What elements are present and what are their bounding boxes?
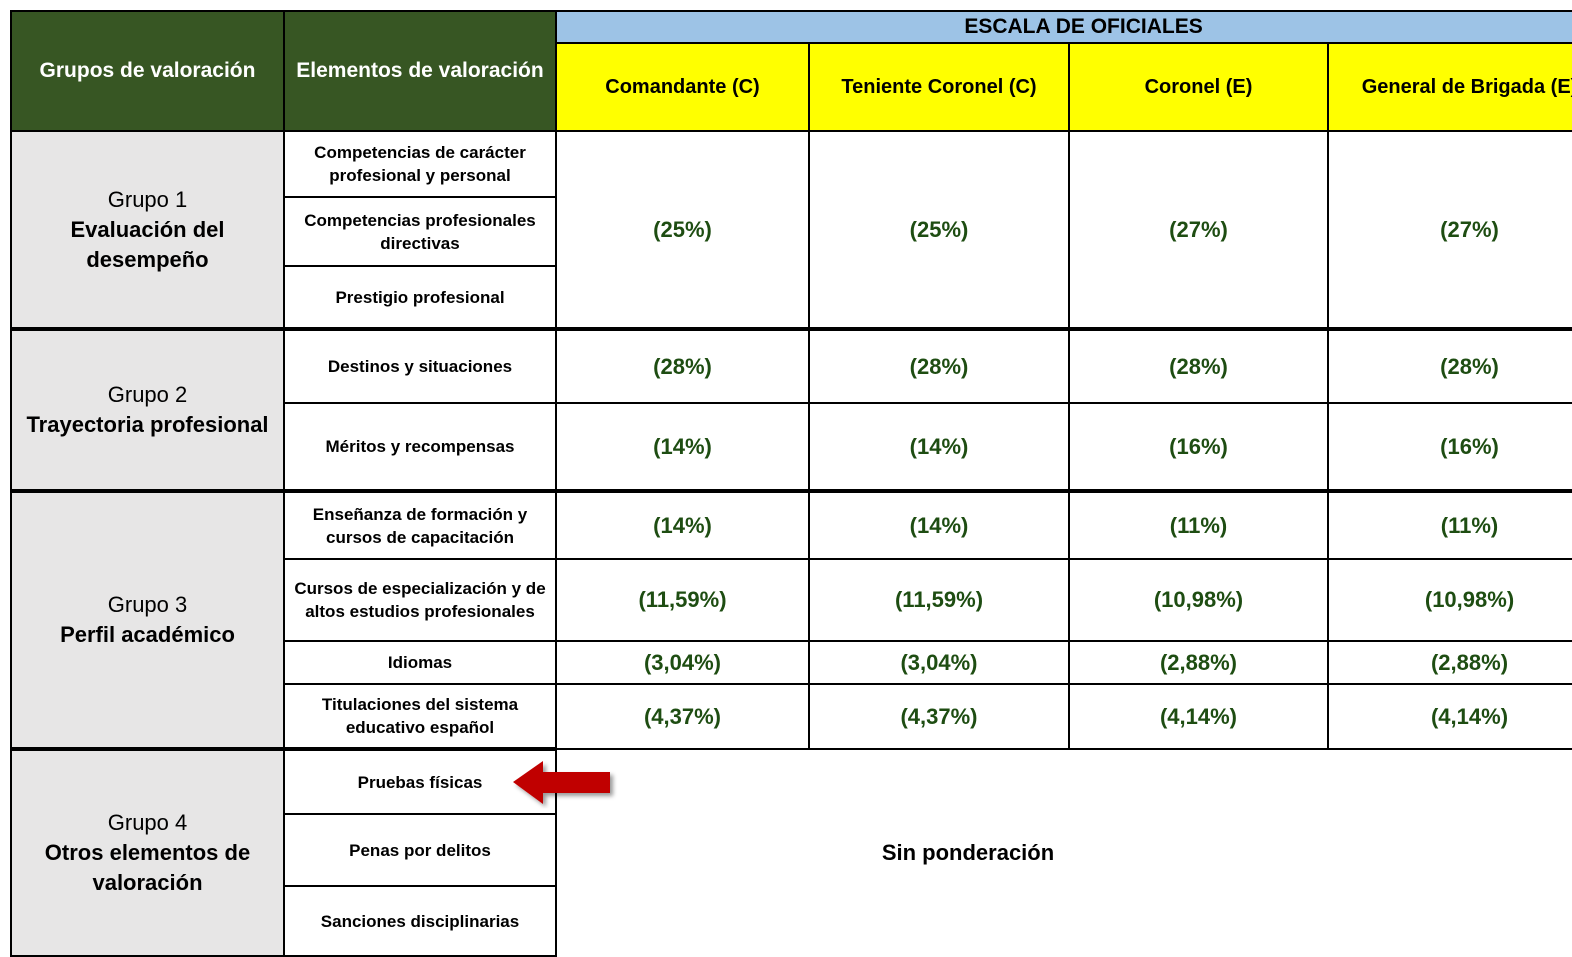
group-name: Trayectoria profesional — [26, 412, 269, 437]
group-name: Evaluación del desempeño — [70, 216, 225, 272]
value-cell: (4,14%) — [1326, 683, 1572, 750]
value-cell: (25%) — [808, 130, 1070, 330]
value-cell: (2,88%) — [1326, 640, 1572, 685]
cell: Prestigio profesional — [283, 265, 557, 330]
group-number: Grupo 3 — [107, 592, 188, 617]
cell: Grupo 2 Trayectoria profesional — [10, 327, 285, 492]
value-cell: (4,37%) — [555, 683, 810, 750]
table-row: Penas por delitos — [11, 813, 1572, 887]
value-cell: (3,04%) — [808, 640, 1070, 685]
group-number: Grupo 4 — [107, 810, 188, 835]
table-row: Grupos de valoración Elementos de valorac… — [10, 10, 1572, 132]
cell: Grupo 4 Otros elementos de valoración — [10, 747, 285, 957]
table-row: Prestigio profesional — [11, 265, 1572, 330]
table-row: Grupo 1 Evaluación del desempeño Competenc… — [10, 130, 1572, 330]
cell: Grupos de valoración — [10, 10, 285, 132]
cell: Comandante (C) — [555, 42, 810, 132]
cell: Idiomas — [283, 640, 557, 685]
value-cell: (28%) — [1326, 327, 1572, 404]
table-row: Grupo 2 Trayectoria profesional Destinos y… — [10, 327, 1572, 492]
cell: Sanciones disciplinarias — [283, 885, 557, 957]
value-cell: (16%) — [1326, 402, 1572, 492]
table-body: Grupos de valoración Elementos de valorac… — [10, 10, 1572, 957]
table-row: Comandante (C) Teniente Coronel (C) Corone… — [11, 42, 1572, 132]
group-number: Grupo 1 — [107, 186, 188, 212]
value-cell: (10,98%) — [1068, 558, 1329, 642]
group-name: Perfil académico — [60, 622, 235, 647]
cell: Destinos y situaciones — [283, 327, 557, 404]
cell: Penas por delitos — [283, 813, 557, 887]
table-row: Méritos y recompensas (14%) (14%) (16%) (16%… — [11, 402, 1572, 492]
cell: Competencias de carácter profesional y p… — [283, 130, 557, 198]
value-cell: (28%) — [808, 327, 1070, 404]
cell: Elementos de valoración — [283, 10, 557, 132]
group-number: Grupo 2 — [107, 382, 188, 407]
cell: Titulaciones del sistema educativo españ… — [283, 683, 557, 750]
group-name: Otros elementos de valoración — [44, 840, 251, 895]
value-cell: (4,14%) — [1068, 683, 1329, 750]
cell: Competencias profesionales directivas — [283, 196, 557, 267]
value-cell: (27%) — [1326, 130, 1572, 330]
value-cell: (2,88%) — [1068, 640, 1329, 685]
cell: Cursos de especialización y de altos est… — [283, 558, 557, 642]
value-cell: (14%) — [808, 489, 1070, 560]
value-cell: (4,37%) — [808, 683, 1070, 750]
table-row: Titulaciones del sistema educativo españ… — [11, 683, 1572, 750]
value-cell: (3,04%) — [555, 640, 810, 685]
value-cell: (28%) — [1068, 327, 1329, 404]
table-row: Competencias profesionales directivas — [11, 196, 1572, 267]
table-row: Sanciones disciplinarias — [11, 885, 1572, 957]
table-row: Grupo 4 Otros elementos de valoración Prue… — [10, 747, 1572, 957]
cell: General de Brigada (E) — [1326, 42, 1572, 132]
value-cell: (14%) — [555, 489, 810, 560]
value-cell: (25%) — [555, 130, 810, 330]
cell: Grupo 1 Evaluación del desempeño — [10, 130, 285, 330]
table-row: Cursos de especialización y de altos est… — [11, 558, 1572, 642]
value-cell: (16%) — [1068, 402, 1329, 492]
value-cell: (10,98%) — [1326, 558, 1572, 642]
table-row: Idiomas (3,04%) (3,04%) (2,88%) (2,88%) — [11, 640, 1572, 685]
cell: ESCALA DE OFICIALES — [554, 10, 1572, 44]
value-cell: (28%) — [555, 327, 810, 404]
arrow-icon — [513, 761, 610, 804]
table-row: Grupo 3 Perfil académico Enseñanza de form… — [10, 489, 1572, 750]
cell: Méritos y recompensas — [283, 402, 557, 492]
evaluation-table: Grupos de valoración Elementos de valorac… — [10, 10, 1572, 957]
value-cell: (11,59%) — [808, 558, 1070, 642]
value-cell: (14%) — [555, 402, 810, 492]
cell: Pruebas físicas — [283, 747, 557, 815]
value-cell: (14%) — [808, 402, 1070, 492]
cell: Teniente Coronel (C) — [808, 42, 1070, 132]
cell: Grupo 3 Perfil académico — [10, 489, 285, 750]
cell: Coronel (E) — [1068, 42, 1329, 132]
value-cell: (11%) — [1068, 489, 1329, 560]
value-cell: (27%) — [1068, 130, 1329, 330]
table-wrap: Grupos de valoración Elementos de valorac… — [10, 10, 1572, 957]
value-cell: (11,59%) — [555, 558, 810, 642]
cell: Sin ponderación — [881, 840, 1055, 865]
value-cell: (11%) — [1326, 489, 1572, 560]
cell: Enseñanza de formación y cursos de capac… — [283, 489, 557, 560]
